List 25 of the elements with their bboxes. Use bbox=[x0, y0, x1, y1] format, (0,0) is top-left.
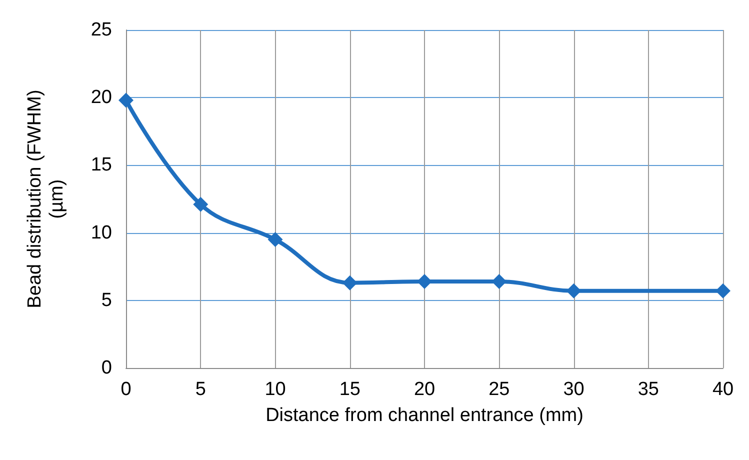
point bbox=[492, 274, 507, 289]
x-tick-label: 15 bbox=[339, 379, 360, 400]
y-tick-label: 20 bbox=[90, 87, 112, 108]
y-axis-title: Bead distribution (FWHM) (µm) bbox=[24, 90, 68, 308]
point bbox=[118, 92, 134, 108]
x-tick-label: 10 bbox=[264, 379, 286, 400]
x-tick-label: 35 bbox=[638, 379, 659, 400]
y-tick-label: 0 bbox=[101, 358, 112, 378]
x-tick-label: 5 bbox=[195, 379, 206, 400]
y-tick-label: 10 bbox=[90, 222, 112, 244]
x-axis-title: Distance from channel entrance (mm) bbox=[266, 405, 584, 426]
point bbox=[268, 232, 283, 248]
y-tick-label: 15 bbox=[90, 154, 112, 176]
point bbox=[716, 283, 730, 298]
y-tick-label: 25 bbox=[90, 20, 112, 40]
point bbox=[342, 275, 358, 290]
x-tick-label: 30 bbox=[563, 379, 584, 400]
x-tick-label: 20 bbox=[414, 379, 436, 400]
x-tick-label: 25 bbox=[488, 379, 510, 400]
x-tick-label: 40 bbox=[712, 379, 734, 400]
y-tick-label: 5 bbox=[101, 290, 112, 311]
x-tick-label: 0 bbox=[120, 379, 132, 400]
point bbox=[193, 196, 208, 212]
point bbox=[417, 274, 432, 289]
point bbox=[566, 283, 582, 298]
